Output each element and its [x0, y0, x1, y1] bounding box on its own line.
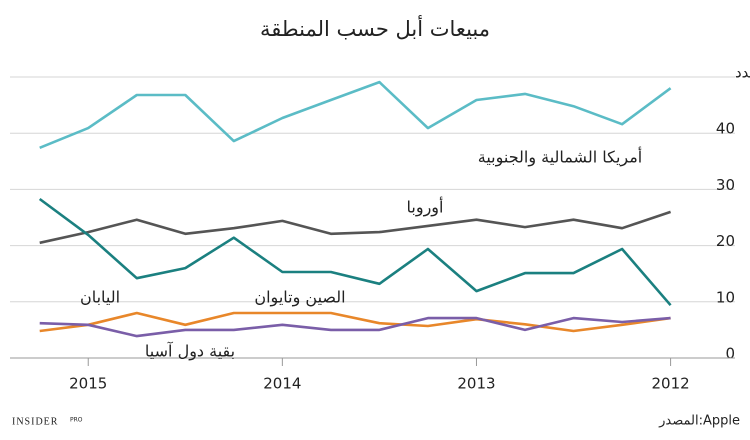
- x-tick-label: 2012: [651, 375, 689, 393]
- x-tick-label: 2014: [263, 375, 301, 393]
- series-line: [38, 197, 672, 307]
- x-tick-label: 2015: [69, 375, 107, 393]
- y-tick-label: 30: [716, 176, 735, 194]
- series-line: [39, 311, 671, 333]
- logo: INSIDER: [12, 416, 58, 427]
- series-label: الصين وتايوان: [254, 288, 345, 308]
- logo-sub: PRO: [70, 417, 83, 424]
- series-label: بقية دول آسيا: [145, 342, 235, 362]
- series-line: [39, 210, 672, 245]
- source: المصدر:Apple: [658, 414, 740, 429]
- series-line: [39, 316, 671, 338]
- y-tick-label: 40: [716, 120, 735, 138]
- x-tick-label: 2013: [457, 375, 495, 393]
- chart-title: مبيعات أبل حسب المنطقة: [260, 15, 490, 41]
- series-label: أوروبا: [407, 197, 444, 218]
- y-tick-label: 10: [716, 288, 735, 306]
- y-tick-label: 20: [716, 232, 735, 250]
- series-label: أمريكا الشمالية والجنوبية: [478, 147, 643, 168]
- y-tick-label: 50% من إجمالي العدد: [735, 64, 750, 83]
- series-line: [39, 80, 672, 150]
- series-label: اليابان: [80, 288, 120, 307]
- y-tick-label: 0: [725, 345, 735, 363]
